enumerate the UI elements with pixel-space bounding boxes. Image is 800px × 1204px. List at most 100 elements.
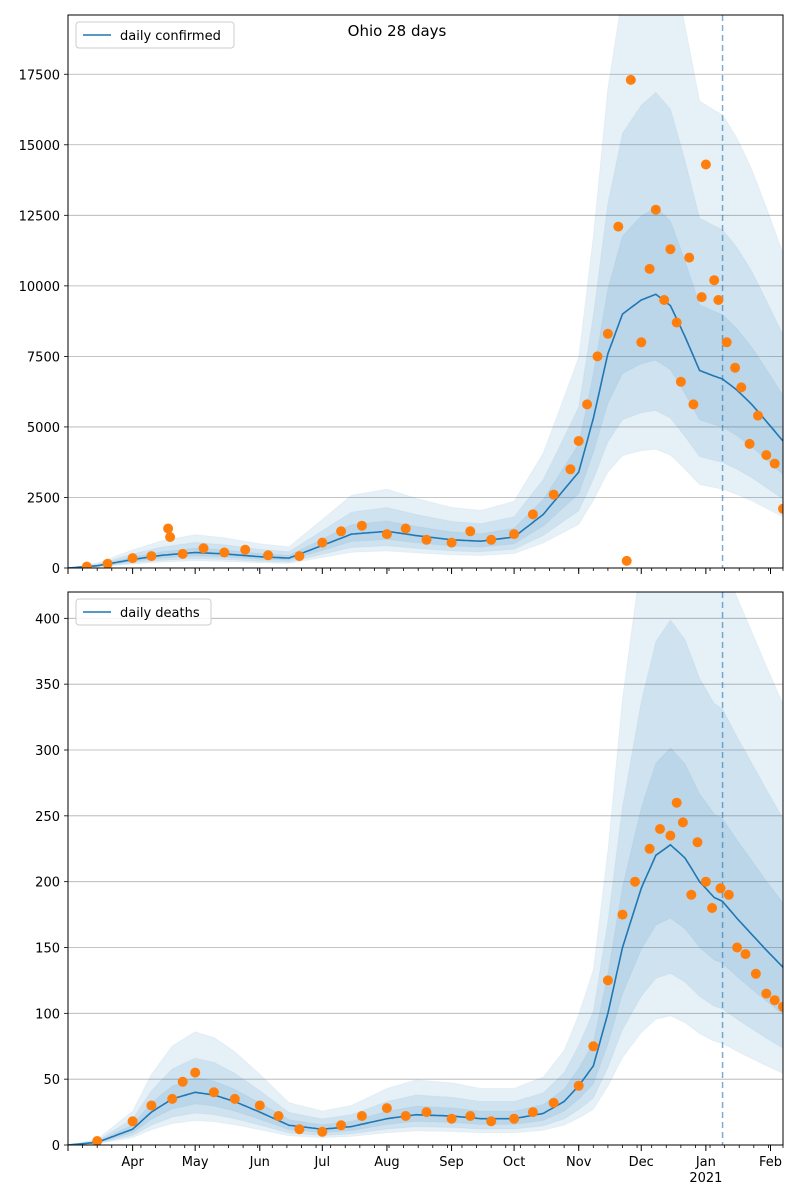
- observed-point: [655, 824, 665, 834]
- observed-point: [675, 376, 686, 387]
- observed-point: [273, 1111, 284, 1121]
- x-tick-label: Dec: [629, 1155, 654, 1170]
- x-tick-label: Oct: [503, 1155, 525, 1170]
- observed-point: [582, 399, 593, 410]
- legend-label: daily confirmed: [120, 29, 221, 44]
- x-tick-label: Nov: [566, 1155, 592, 1170]
- uncertainty-band-2: [68, 91, 783, 568]
- observed-point: [621, 555, 632, 566]
- observed-point: [769, 458, 780, 469]
- observed-point: [421, 534, 432, 545]
- observed-point: [740, 949, 751, 960]
- legend: daily deaths: [75, 598, 212, 626]
- observed-point: [723, 889, 734, 900]
- observed-point: [92, 1136, 103, 1145]
- y-tick-label: 12500: [19, 209, 60, 224]
- y-tick-label: 2500: [27, 491, 60, 506]
- observed-point: [700, 159, 711, 170]
- x-year-label: 2021: [689, 1171, 722, 1186]
- y-tick-label: 200: [35, 876, 60, 891]
- observed-point: [198, 543, 209, 554]
- x-tick-label: Aug: [374, 1155, 399, 1170]
- y-tick-label: 0: [52, 562, 60, 577]
- observed-point: [692, 837, 703, 848]
- legend-box: [75, 598, 212, 626]
- observed-point: [644, 263, 655, 274]
- observed-point: [588, 1041, 599, 1052]
- observed-point: [548, 1097, 559, 1108]
- observed-point: [263, 550, 274, 561]
- y-tick-label: 0: [52, 1139, 60, 1154]
- observed-point: [254, 1100, 265, 1111]
- observed-point: [127, 553, 138, 564]
- observed-point: [696, 292, 707, 303]
- observed-point: [686, 889, 697, 900]
- observed-point: [486, 534, 497, 545]
- observed-point: [602, 328, 613, 339]
- y-tick-label: 250: [35, 810, 60, 825]
- observed-point: [465, 1111, 476, 1121]
- x-tick-label: Sep: [439, 1155, 464, 1170]
- observed-point: [146, 551, 157, 562]
- observed-point: [421, 1107, 432, 1118]
- observed-point: [127, 1116, 138, 1127]
- observed-point: [573, 1080, 584, 1091]
- observed-point: [761, 450, 772, 461]
- observed-point: [446, 1113, 457, 1124]
- observed-point: [163, 523, 174, 534]
- observed-point: [644, 843, 655, 854]
- uncertainty-band-3: [68, 592, 783, 1145]
- x-tick-label: Jul: [313, 1155, 330, 1170]
- observed-point: [761, 988, 772, 999]
- observed-point: [617, 909, 628, 920]
- observed-point: [709, 275, 720, 286]
- observed-point: [778, 503, 783, 514]
- deaths-plot-area: [68, 592, 783, 1145]
- y-tick-label: 400: [35, 612, 60, 627]
- observed-point: [630, 876, 640, 887]
- observed-point: [146, 1100, 157, 1111]
- x-tick-label: Jan: [695, 1155, 716, 1170]
- y-tick-label: 15000: [19, 139, 60, 154]
- observed-point: [650, 204, 661, 215]
- observed-point: [671, 797, 682, 808]
- observed-point: [707, 903, 718, 913]
- observed-point: [240, 544, 251, 555]
- y-tick-label: 5000: [27, 421, 60, 436]
- observed-point: [688, 399, 699, 410]
- y-tick-label: 50: [43, 1073, 60, 1088]
- observed-point: [753, 410, 763, 421]
- observed-point: [400, 523, 411, 534]
- observed-point: [736, 382, 747, 393]
- observed-point: [381, 529, 392, 540]
- observed-point: [565, 464, 576, 475]
- observed-point: [732, 942, 743, 953]
- observed-point: [778, 1001, 783, 1012]
- observed-point: [400, 1111, 411, 1121]
- observed-point: [229, 1093, 240, 1104]
- observed-point: [102, 558, 113, 568]
- observed-point: [486, 1116, 497, 1127]
- observed-point: [769, 995, 780, 1006]
- observed-point: [317, 537, 328, 548]
- observed-point: [381, 1103, 392, 1114]
- y-tick-label: 150: [35, 942, 60, 957]
- observed-point: [356, 520, 367, 531]
- y-tick-label: 300: [35, 744, 60, 759]
- observed-point: [336, 526, 347, 537]
- observed-point: [750, 968, 761, 979]
- observed-point: [446, 537, 457, 548]
- observed-point: [177, 1076, 188, 1087]
- uncertainty-band-1: [68, 206, 783, 568]
- x-tick-label: May: [182, 1155, 209, 1170]
- observed-point: [190, 1067, 201, 1078]
- x-tick-label: Jun: [249, 1155, 270, 1170]
- observed-point: [165, 532, 176, 542]
- observed-point: [671, 317, 682, 328]
- y-tick-label: 10000: [19, 280, 60, 295]
- observed-point: [573, 436, 584, 446]
- uncertainty-band-3: [68, 15, 783, 568]
- observed-point: [527, 1107, 538, 1118]
- observed-point: [715, 883, 726, 894]
